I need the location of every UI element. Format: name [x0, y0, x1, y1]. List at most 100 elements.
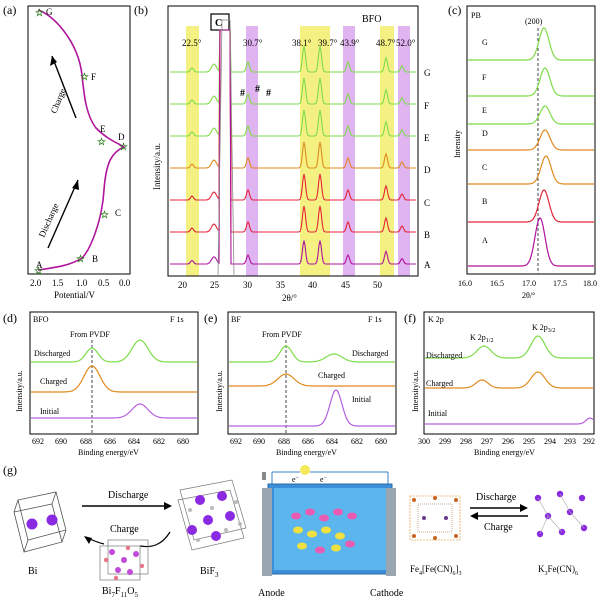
f-region: K 2p [428, 315, 444, 324]
panel-a-label: (a) [3, 3, 16, 17]
panel-c-label: (c) [448, 3, 461, 17]
c-tick-2: 17.0 [522, 279, 536, 288]
b-tick-20: 20 [178, 280, 188, 290]
b-tick-40: 40 [308, 280, 318, 290]
bi-atom-2 [46, 514, 58, 526]
point-f-label: F [91, 72, 96, 82]
d-tick-5: 682 [153, 437, 165, 446]
f-xlabel: Binding energy/eV [474, 448, 535, 457]
f-charged [425, 371, 593, 389]
b-curve-label-f: F [424, 101, 429, 111]
d-region: F 1s [170, 315, 184, 324]
f-tick-6: 294 [544, 437, 556, 446]
g-charge-left: Charge [110, 524, 139, 535]
charge-label: Charge [49, 87, 68, 115]
d-ylabel: Intensity/a.u. [15, 370, 24, 412]
star-e: ☆ [97, 137, 106, 148]
bif3-atoms [187, 491, 242, 542]
pb-curve-f [468, 67, 594, 97]
b-curve-label-d: D [424, 165, 431, 175]
f-curve-initial: Initial [428, 409, 448, 418]
f-curve-discharged: Discharged [426, 351, 462, 360]
c-tick-1: 16.5 [490, 279, 504, 288]
bif3-cell [177, 479, 247, 551]
f-ylabel: Intensity/a.u. [411, 370, 420, 412]
d-xlabel: Binding energy/eV [78, 448, 139, 457]
g-charge-curve [139, 531, 171, 548]
b-tick-35: 35 [276, 280, 286, 290]
peak-label-22-5: 22.5° [182, 38, 202, 48]
peak-label-30-7: 30.7° [243, 38, 263, 48]
bi-label: Bi [28, 566, 38, 577]
a-tick-3: 0.5 [98, 278, 110, 288]
bi-atom-1 [26, 518, 38, 530]
c-curve-label-f: F [482, 73, 487, 82]
panel-b-frame [167, 5, 419, 277]
f-peak1: K 2p1/2 [470, 333, 493, 344]
b-tick-50: 50 [373, 280, 383, 290]
b-tick-30: 30 [243, 280, 253, 290]
d-charged [31, 365, 197, 393]
e-curve-discharged: Discharged [352, 349, 388, 358]
e-tick-0: 692 [230, 437, 242, 446]
point-d-label: D [118, 132, 125, 142]
a-xlabel: Potential/V [54, 290, 95, 300]
pb-curve-c [468, 155, 594, 185]
f-initial [425, 417, 594, 425]
c-peak-label: (200) [525, 17, 543, 26]
c-tick-0: 16.0 [458, 279, 472, 288]
peak-label-38-1: 38.1° [292, 38, 312, 48]
b-curve-label-b: B [424, 230, 430, 240]
point-g-label: G [46, 7, 53, 17]
e-discharged [229, 345, 395, 363]
pb-curve-a [468, 217, 594, 267]
d-tick-1: 690 [55, 437, 67, 446]
d-discharged [31, 339, 197, 363]
a-tick-2: 1.0 [76, 278, 88, 288]
e-tick-6: 680 [375, 437, 387, 446]
c-xlabel: 2θ/° [522, 291, 535, 300]
panel-g: (g) Bi Discharge Charge [3, 463, 588, 599]
d-tick-2: 688 [80, 437, 92, 446]
panel-b: (b) C BFO 22.5° 30.7° 38.1° 39.7° 43.9° … [134, 3, 431, 303]
band-30-7 [246, 26, 258, 276]
potassium-ions [291, 508, 357, 554]
star-c: ☆ [100, 210, 109, 221]
a-tick-0: 2.0 [30, 278, 42, 288]
f-tick-4: 296 [502, 437, 514, 446]
a-tick-4: 0.0 [119, 278, 131, 288]
peak-label-48-7: 48.7° [376, 38, 396, 48]
xrd-curves [170, 19, 416, 277]
d-tick-0: 692 [32, 437, 44, 446]
b-title: BFO [362, 14, 381, 25]
panel-e-frame [227, 311, 397, 435]
fe4-label: Fe4[Fe(CN)6]3 [410, 564, 462, 577]
d-curve-initial: Initial [40, 407, 60, 416]
e-initial [229, 389, 395, 427]
b-curve-label-g: G [424, 68, 431, 78]
g-charge-right: Charge [484, 522, 513, 533]
xrd-curve-g [170, 29, 416, 73]
charge-arrow [51, 55, 77, 119]
e-xlabel: Binding energy/eV [276, 448, 337, 457]
hash-3: # [266, 88, 271, 99]
e-charged [229, 373, 395, 387]
e-tick-5: 682 [351, 437, 363, 446]
e-region: F 1s [368, 315, 382, 324]
f-tick-5: 295 [523, 437, 535, 446]
b-tick-45: 45 [341, 280, 351, 290]
d-tick-4: 684 [128, 437, 140, 446]
pb-curve-b [468, 189, 594, 223]
point-b-label: B [92, 254, 98, 264]
b-tick-25: 25 [210, 280, 220, 290]
panel-e-label: (e) [204, 311, 217, 325]
point-a-label: A [36, 260, 43, 270]
c-curve-label-g: G [482, 38, 488, 47]
f-curve-charged: Charged [426, 379, 453, 388]
bi-cell [13, 491, 67, 553]
g-charge-arrowhead [84, 536, 92, 544]
f-tick-8: 292 [583, 437, 595, 446]
b-curve-label-e: E [424, 133, 430, 143]
e-tick-4: 684 [326, 437, 338, 446]
